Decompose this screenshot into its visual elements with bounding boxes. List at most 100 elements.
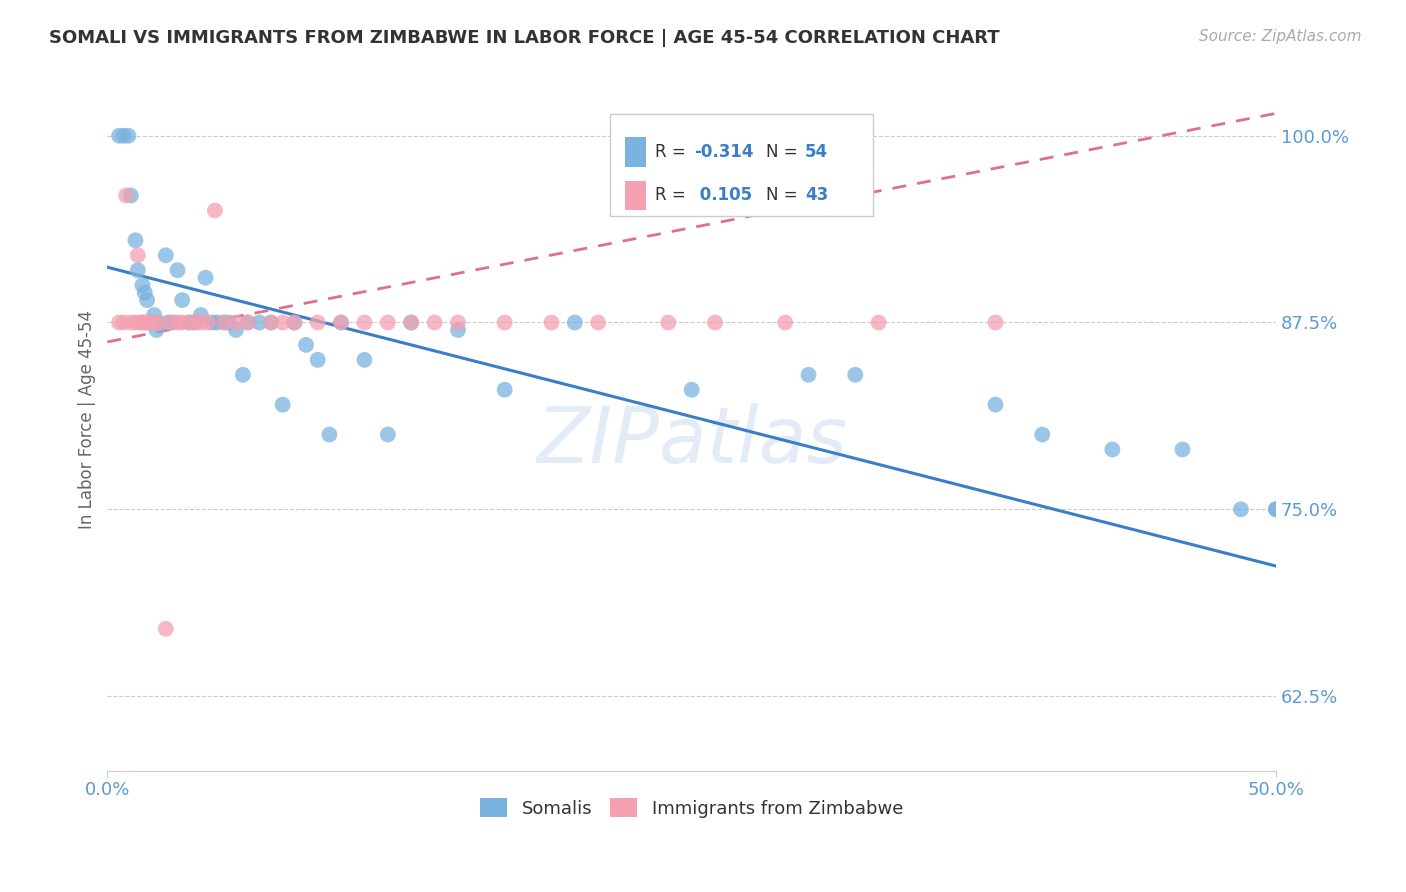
Point: [148, 316, 170, 330]
Point: [136, 293, 159, 307]
Point: [318, 427, 340, 442]
Point: [1171, 442, 1194, 457]
Point: [271, 398, 294, 412]
Bar: [626, 137, 647, 167]
Point: [1230, 502, 1253, 516]
Point: [447, 323, 470, 337]
Point: [166, 263, 188, 277]
Text: 54: 54: [806, 143, 828, 161]
Point: [1265, 502, 1288, 516]
Point: [117, 128, 139, 143]
FancyBboxPatch shape: [610, 114, 873, 216]
Point: [172, 293, 194, 307]
Point: [260, 316, 283, 330]
Point: [129, 316, 152, 330]
Point: [494, 383, 516, 397]
Point: [540, 316, 562, 330]
Point: [212, 316, 235, 330]
Point: [704, 316, 727, 330]
Point: [330, 316, 353, 330]
Point: [166, 316, 188, 330]
Point: [134, 316, 156, 330]
Point: [108, 128, 131, 143]
Point: [155, 248, 177, 262]
Point: [330, 316, 353, 330]
Point: [377, 316, 399, 330]
Point: [247, 316, 270, 330]
Point: [225, 323, 247, 337]
Point: [143, 316, 166, 330]
Point: [120, 188, 142, 202]
Point: [271, 316, 294, 330]
Text: 0.105: 0.105: [695, 186, 752, 204]
Point: [124, 233, 146, 247]
Text: -0.314: -0.314: [695, 143, 754, 161]
Point: [797, 368, 820, 382]
Text: 43: 43: [806, 186, 828, 204]
Point: [307, 316, 329, 330]
Text: Source: ZipAtlas.com: Source: ZipAtlas.com: [1198, 29, 1361, 45]
Point: [307, 352, 329, 367]
Point: [295, 338, 318, 352]
Point: [112, 128, 135, 143]
Point: [120, 316, 142, 330]
Point: [115, 188, 138, 202]
Point: [564, 316, 586, 330]
Point: [399, 316, 422, 330]
Point: [138, 316, 160, 330]
Point: [194, 270, 217, 285]
Point: [1101, 442, 1123, 457]
Y-axis label: In Labor Force | Age 45-54: In Labor Force | Age 45-54: [79, 310, 96, 529]
Text: N =: N =: [766, 143, 803, 161]
Point: [260, 316, 283, 330]
Point: [1031, 427, 1053, 442]
Point: [377, 427, 399, 442]
Point: [112, 316, 135, 330]
Text: ZIPatlas: ZIPatlas: [536, 402, 846, 479]
Point: [155, 622, 177, 636]
Point: [179, 316, 201, 330]
Point: [190, 316, 212, 330]
Point: [494, 316, 516, 330]
Point: [131, 316, 153, 330]
Point: [197, 316, 219, 330]
Point: [131, 278, 153, 293]
Point: [232, 368, 254, 382]
Point: [127, 248, 149, 262]
Point: [143, 308, 166, 322]
Point: [353, 316, 375, 330]
Point: [236, 316, 259, 330]
Text: R =: R =: [655, 143, 692, 161]
Point: [162, 316, 184, 330]
Point: [145, 323, 167, 337]
Point: [283, 316, 305, 330]
Point: [186, 316, 208, 330]
Text: N =: N =: [766, 186, 803, 204]
Point: [136, 316, 159, 330]
Point: [159, 316, 181, 330]
Point: [201, 316, 224, 330]
Point: [134, 285, 156, 300]
Point: [207, 316, 229, 330]
Point: [773, 316, 796, 330]
Point: [183, 316, 205, 330]
Point: [148, 316, 170, 330]
Point: [423, 316, 446, 330]
Point: [124, 316, 146, 330]
Point: [868, 316, 890, 330]
Point: [190, 308, 212, 322]
Point: [157, 316, 180, 330]
Point: [143, 316, 166, 330]
Point: [138, 316, 160, 330]
Point: [657, 316, 679, 330]
Point: [1265, 502, 1288, 516]
Point: [108, 316, 131, 330]
Point: [844, 368, 866, 382]
Point: [681, 383, 703, 397]
Legend: Somalis, Immigrants from Zimbabwe: Somalis, Immigrants from Zimbabwe: [472, 791, 911, 825]
Text: SOMALI VS IMMIGRANTS FROM ZIMBABWE IN LABOR FORCE | AGE 45-54 CORRELATION CHART: SOMALI VS IMMIGRANTS FROM ZIMBABWE IN LA…: [49, 29, 1000, 47]
Point: [212, 316, 235, 330]
Point: [447, 316, 470, 330]
Point: [984, 316, 1007, 330]
Point: [204, 203, 226, 218]
